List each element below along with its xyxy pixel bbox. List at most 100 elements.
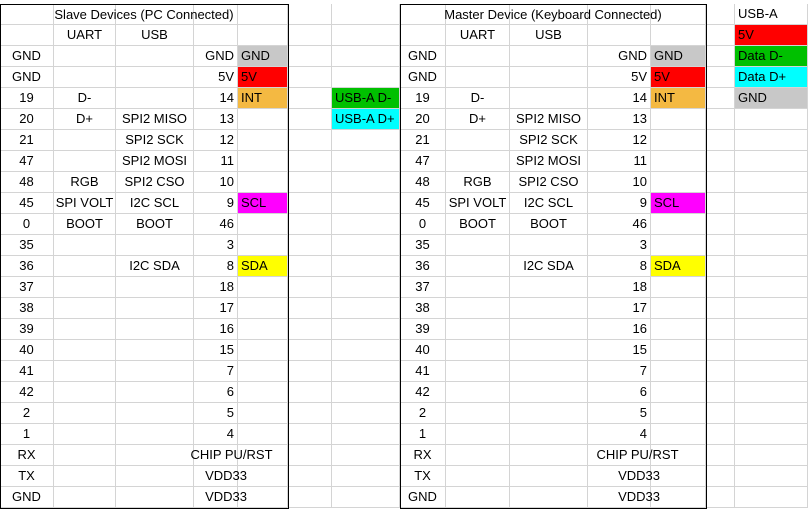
- slave-pin-right: 11: [194, 151, 238, 172]
- master-pin-right: 18: [588, 277, 651, 298]
- slave-pin-left: 42: [0, 382, 54, 403]
- grid-cell: [735, 151, 808, 172]
- slave-pin-right: 17: [194, 298, 238, 319]
- slave-uart-function: SPI VOLT: [54, 193, 116, 214]
- grid-cell: [288, 361, 332, 382]
- master-signal-tag: GND: [651, 46, 706, 67]
- grid-cell: [116, 88, 194, 109]
- grid-cell: [54, 235, 116, 256]
- master-usb-function: I2C SCL: [510, 193, 588, 214]
- grid-cell: [288, 424, 332, 445]
- master-pin-left: 42: [400, 382, 446, 403]
- slave-pin-right: 5: [194, 403, 238, 424]
- grid-cell: [510, 361, 588, 382]
- grid-cell: [510, 298, 588, 319]
- slave-pin-left: GND: [0, 67, 54, 88]
- grid-cell: [446, 130, 510, 151]
- slave-pin-right: 10: [194, 172, 238, 193]
- slave-pin-right: 7: [194, 361, 238, 382]
- master-pin-left: 1: [400, 424, 446, 445]
- grid-cell: [706, 466, 735, 487]
- grid-cell: [238, 319, 288, 340]
- slave-pin-left: RX: [0, 445, 54, 466]
- grid-cell: [735, 109, 808, 130]
- grid-cell: [288, 88, 332, 109]
- grid-cell: [238, 151, 288, 172]
- slave-pin-right: 13: [194, 109, 238, 130]
- grid-cell: [332, 445, 400, 466]
- grid-cell: [651, 382, 706, 403]
- slave-usb-function: I2C SCL: [116, 193, 194, 214]
- master-pin-right: CHIP PU/RST: [510, 445, 706, 466]
- slave-usb-function: SPI2 MOSI: [116, 151, 194, 172]
- grid-cell: [706, 277, 735, 298]
- slave-pin-left: GND: [0, 487, 54, 508]
- slave-usb-function: SPI2 CSO: [116, 172, 194, 193]
- grid-cell: [288, 235, 332, 256]
- grid-cell: [54, 151, 116, 172]
- slave-pin-left: 41: [0, 361, 54, 382]
- grid-cell: [332, 214, 400, 235]
- master-pin-right: 14: [588, 88, 651, 109]
- grid-cell: [735, 256, 808, 277]
- grid-cell: [238, 235, 288, 256]
- master-signal-tag: 5V: [651, 67, 706, 88]
- grid-cell: [735, 445, 808, 466]
- master-pin-left: 47: [400, 151, 446, 172]
- grid-cell: [332, 256, 400, 277]
- grid-cell: [288, 214, 332, 235]
- grid-cell: [116, 277, 194, 298]
- grid-cell: [194, 25, 238, 46]
- grid-cell: [446, 445, 510, 466]
- slave-usb-function: I2C SDA: [116, 256, 194, 277]
- master-uart-function: RGB: [446, 172, 510, 193]
- slave-pin-right: VDD33: [194, 487, 250, 508]
- grid-cell: [651, 172, 706, 193]
- slave-pin-left: 45: [0, 193, 54, 214]
- grid-cell: [651, 340, 706, 361]
- master-column-header: USB: [510, 25, 588, 46]
- grid-cell: [446, 319, 510, 340]
- grid-cell: [735, 319, 808, 340]
- master-signal-tag: SDA: [651, 256, 706, 277]
- grid-cell: [116, 382, 194, 403]
- grid-cell: [238, 424, 288, 445]
- grid-cell: [332, 466, 400, 487]
- grid-cell: [288, 445, 332, 466]
- slave-pin-left: 35: [0, 235, 54, 256]
- master-pin-right: 11: [588, 151, 651, 172]
- grid-cell: [288, 256, 332, 277]
- slave-pin-right: 6: [194, 382, 238, 403]
- grid-cell: [510, 88, 588, 109]
- grid-cell: [706, 130, 735, 151]
- slave-pin-left: 1: [0, 424, 54, 445]
- master-pin-left: GND: [400, 46, 446, 67]
- grid-cell: [735, 214, 808, 235]
- grid-cell: [735, 382, 808, 403]
- master-pin-right: 13: [588, 109, 651, 130]
- slave-usb-function: SPI2 MISO: [116, 109, 194, 130]
- grid-cell: [0, 4, 54, 25]
- grid-cell: [510, 487, 588, 508]
- master-pin-right: 8: [588, 256, 651, 277]
- grid-cell: [446, 151, 510, 172]
- grid-cell: [54, 256, 116, 277]
- slave-pin-right: CHIP PU/RST: [116, 445, 288, 466]
- master-column-header: UART: [446, 25, 510, 46]
- grid-cell: [288, 4, 332, 25]
- grid-cell: [238, 487, 288, 508]
- master-uart-function: SPI VOLT: [446, 193, 510, 214]
- master-pin-left: 35: [400, 235, 446, 256]
- grid-cell: [651, 235, 706, 256]
- grid-cell: [238, 277, 288, 298]
- grid-cell: [116, 319, 194, 340]
- grid-cell: [238, 4, 288, 25]
- grid-cell: [735, 361, 808, 382]
- master-pin-left: 40: [400, 340, 446, 361]
- grid-cell: [651, 319, 706, 340]
- master-pin-left: 39: [400, 319, 446, 340]
- grid-cell: [446, 487, 510, 508]
- grid-cell: [54, 46, 116, 67]
- grid-cell: [332, 46, 400, 67]
